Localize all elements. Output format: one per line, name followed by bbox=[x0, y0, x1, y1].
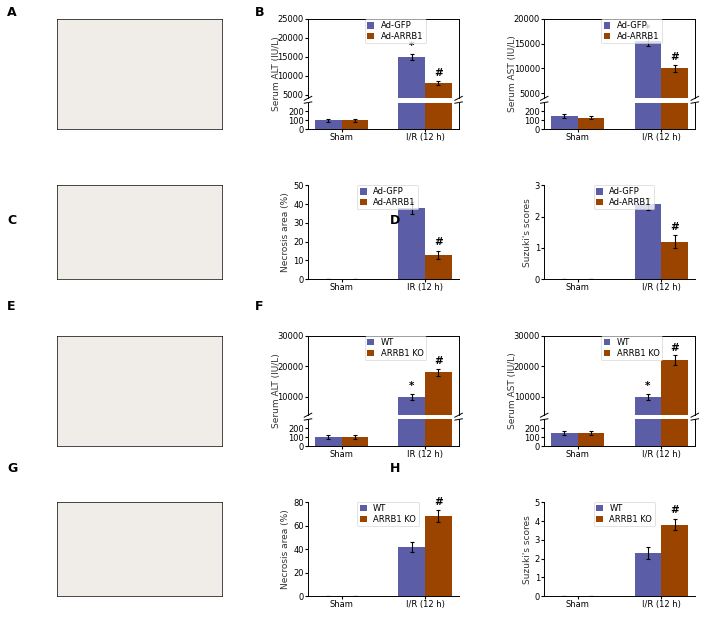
Bar bbox=[398, 57, 425, 114]
Bar bbox=[425, 516, 452, 596]
Bar bbox=[425, 0, 452, 446]
Bar bbox=[661, 68, 688, 118]
Legend: Ad-GFP, Ad-ARRB1: Ad-GFP, Ad-ARRB1 bbox=[357, 185, 418, 209]
Bar bbox=[315, 437, 342, 446]
Bar bbox=[398, 397, 425, 427]
Text: #: # bbox=[434, 237, 443, 247]
Bar bbox=[425, 0, 452, 129]
Bar bbox=[661, 242, 688, 279]
Y-axis label: Suzuki's scores: Suzuki's scores bbox=[523, 515, 532, 584]
Y-axis label: Necrosis area (%): Necrosis area (%) bbox=[281, 509, 291, 589]
Text: A: A bbox=[7, 6, 17, 19]
Text: H: H bbox=[390, 462, 401, 475]
Bar bbox=[425, 83, 452, 114]
Bar bbox=[398, 0, 425, 129]
Text: #: # bbox=[670, 505, 679, 515]
Text: #: # bbox=[434, 356, 443, 366]
Legend: Ad-GFP, Ad-ARRB1: Ad-GFP, Ad-ARRB1 bbox=[601, 19, 662, 43]
Bar bbox=[635, 41, 661, 118]
Bar bbox=[551, 117, 578, 118]
Bar bbox=[661, 0, 688, 446]
Y-axis label: Necrosis area (%): Necrosis area (%) bbox=[281, 193, 291, 272]
Bar bbox=[425, 255, 452, 279]
Legend: WT, ARRB1 KO: WT, ARRB1 KO bbox=[593, 502, 655, 527]
Legend: WT, ARRB1 KO: WT, ARRB1 KO bbox=[365, 336, 426, 360]
Text: Serum AST (IU/L): Serum AST (IU/L) bbox=[508, 35, 517, 112]
Text: D: D bbox=[390, 214, 400, 227]
Text: Serum AST (IU/L): Serum AST (IU/L) bbox=[508, 352, 517, 429]
Bar bbox=[661, 525, 688, 596]
Bar bbox=[425, 372, 452, 427]
Bar bbox=[398, 0, 425, 446]
Bar bbox=[315, 120, 342, 129]
Bar bbox=[635, 0, 661, 129]
Bar bbox=[398, 208, 425, 279]
Text: #: # bbox=[670, 222, 679, 232]
Legend: Ad-GFP, Ad-ARRB1: Ad-GFP, Ad-ARRB1 bbox=[365, 19, 425, 43]
Text: C: C bbox=[7, 214, 16, 227]
Legend: Ad-GFP, Ad-ARRB1: Ad-GFP, Ad-ARRB1 bbox=[593, 185, 654, 209]
Bar bbox=[551, 433, 578, 446]
Bar bbox=[635, 204, 661, 279]
Text: *: * bbox=[645, 24, 651, 34]
Text: *: * bbox=[645, 381, 651, 391]
Bar bbox=[635, 0, 661, 446]
Text: Serum ALT (IU/L): Serum ALT (IU/L) bbox=[272, 37, 281, 111]
Bar bbox=[551, 116, 578, 129]
Bar bbox=[342, 120, 368, 129]
Y-axis label: Suzuki's scores: Suzuki's scores bbox=[523, 198, 532, 266]
Bar bbox=[578, 117, 605, 129]
Text: *: * bbox=[409, 381, 414, 391]
Text: Serum ALT (IU/L): Serum ALT (IU/L) bbox=[272, 353, 281, 428]
Legend: WT, ARRB1 KO: WT, ARRB1 KO bbox=[601, 336, 662, 360]
Text: #: # bbox=[670, 52, 679, 62]
Bar bbox=[635, 397, 661, 427]
Text: B: B bbox=[255, 6, 264, 19]
Bar bbox=[342, 437, 368, 446]
Text: #: # bbox=[670, 343, 679, 353]
Bar bbox=[398, 547, 425, 596]
Text: #: # bbox=[434, 497, 443, 507]
Bar bbox=[661, 0, 688, 129]
Text: *: * bbox=[409, 41, 414, 51]
Bar bbox=[635, 553, 661, 596]
Text: F: F bbox=[255, 301, 264, 314]
Text: G: G bbox=[7, 462, 17, 475]
Text: E: E bbox=[7, 301, 16, 314]
Bar bbox=[578, 117, 605, 118]
Bar bbox=[661, 360, 688, 427]
Bar bbox=[578, 433, 605, 446]
Legend: WT, ARRB1 KO: WT, ARRB1 KO bbox=[357, 502, 418, 527]
Text: #: # bbox=[434, 68, 443, 78]
